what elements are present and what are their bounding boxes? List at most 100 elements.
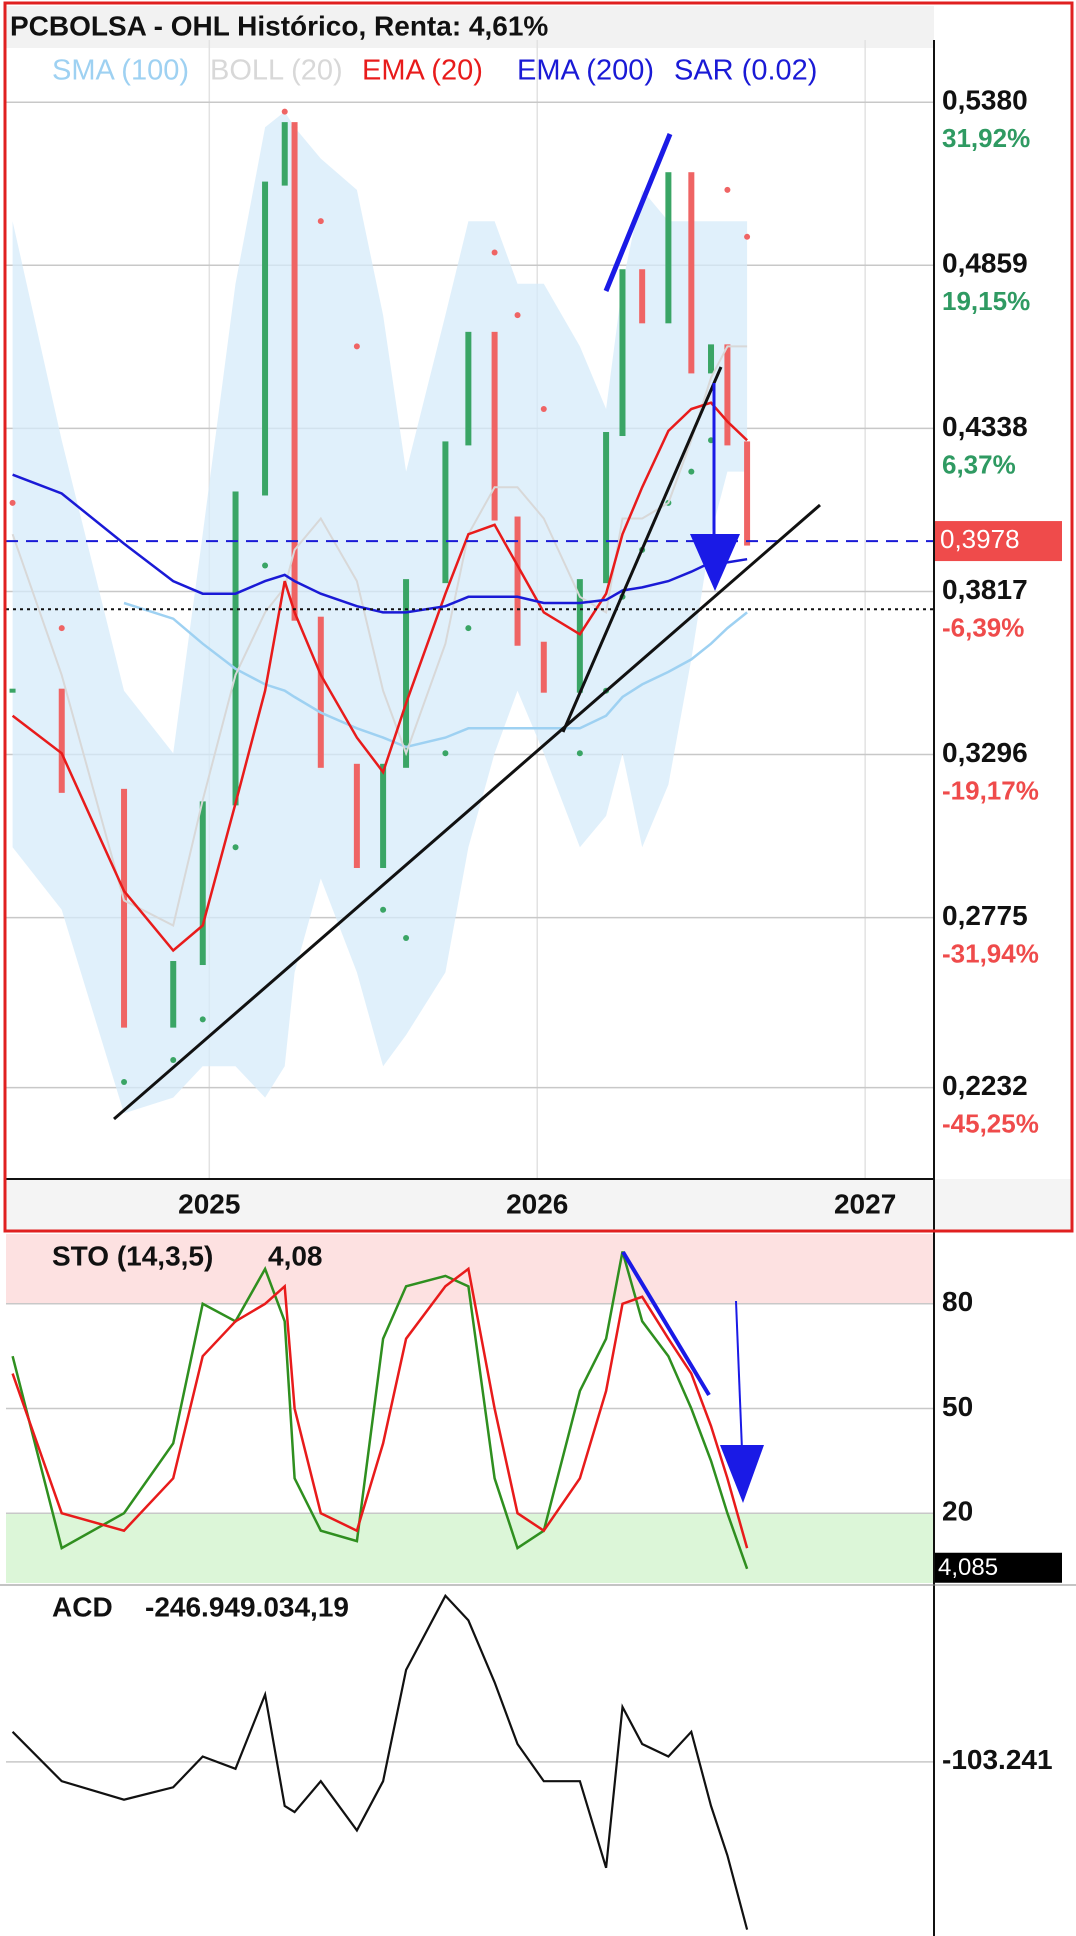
x-axis-band — [6, 1179, 1071, 1231]
return-label: -19,17% — [942, 775, 1039, 805]
price-bar — [514, 516, 521, 646]
sar-dot — [744, 233, 751, 240]
oscillator-line — [11, 1266, 749, 1549]
sar-dot — [317, 218, 324, 225]
y-tick-label: 80 — [942, 1286, 973, 1317]
indicator-line — [12, 473, 748, 614]
sar-dot — [232, 844, 239, 851]
chart-title: PCBOLSA - OHL Histórico, Renta: 4,61% — [10, 10, 548, 41]
x-tick-label: 2026 — [506, 1188, 568, 1219]
last-price-box — [934, 521, 1062, 562]
legend-entry: SAR (0.02) — [674, 55, 817, 87]
price-bar — [170, 961, 177, 1028]
title-band — [6, 6, 934, 48]
return-label: -6,39% — [942, 612, 1024, 642]
price-bar — [576, 579, 583, 693]
y-tick-label: -103.241 — [942, 1744, 1053, 1775]
panel-value: 4,08 — [268, 1240, 323, 1271]
price-bar — [465, 331, 472, 446]
legend-entry: BOLL (20) — [210, 55, 343, 87]
price-bar — [262, 181, 269, 496]
sar-dot — [262, 562, 269, 569]
panel-border — [3, 1, 1074, 1233]
oscillator-line — [11, 1251, 749, 1570]
panel-title: ACD — [52, 1591, 113, 1622]
x-tick-label: 2025 — [178, 1188, 240, 1219]
y-tick-label: 50 — [942, 1391, 973, 1422]
oversold-zone — [6, 1513, 934, 1583]
drawn-trendline — [603, 133, 673, 292]
sar-dot — [403, 934, 410, 941]
price-bar — [291, 122, 298, 621]
last-price-label: 0,3978 — [940, 524, 1020, 554]
return-label: 6,37% — [942, 449, 1016, 479]
sar-dot — [442, 750, 449, 757]
price-bar — [603, 432, 610, 584]
sar-dot — [576, 750, 583, 757]
price-bar — [442, 441, 449, 584]
plot-layer: 2025 2026 2027 0,5380 0,4859 0,4338 0,3817 0,32… — [6, 40, 1062, 1930]
price-bar — [744, 441, 751, 546]
y-tick-label: 0,4338 — [942, 411, 1028, 442]
sar-dot — [353, 343, 360, 350]
drawn-arrow-head — [720, 1445, 764, 1503]
price-bar — [491, 331, 498, 521]
price-bar — [540, 641, 547, 693]
price-bar — [9, 688, 16, 693]
annotations — [113, 133, 821, 1503]
sar-dot — [491, 249, 498, 256]
y-tick-label: 0,4859 — [942, 248, 1028, 279]
price-bar — [380, 763, 387, 868]
sar-dot — [514, 312, 521, 319]
price-bar — [665, 172, 672, 324]
price-bar — [403, 579, 410, 768]
legend-entry: EMA (20) — [362, 55, 483, 87]
sar-dot — [540, 405, 547, 412]
sar-dot — [281, 108, 288, 115]
return-label: 19,15% — [942, 286, 1030, 316]
price-bar — [199, 801, 206, 966]
indicator-line — [11, 1593, 749, 1930]
last-value-label: 4,085 — [938, 1554, 998, 1581]
sar-dot — [58, 625, 65, 632]
price-bar — [724, 344, 731, 446]
sar-dot — [688, 468, 695, 475]
price-bar — [58, 688, 65, 793]
sar-dot — [170, 1057, 177, 1064]
sar-dot — [465, 625, 472, 632]
return-label: -31,94% — [942, 939, 1039, 969]
price-bar — [688, 172, 695, 374]
legend-entry: SMA (100) — [52, 55, 189, 87]
panel-title: STO (14,3,5) — [52, 1240, 213, 1271]
return-label: -45,25% — [942, 1108, 1039, 1138]
y-tick-label: 0,2232 — [942, 1070, 1028, 1101]
sar-dot — [380, 906, 387, 913]
sar-dot — [121, 1078, 128, 1085]
last-value-box — [934, 1552, 1062, 1583]
y-tick-label: 0,3296 — [942, 737, 1028, 768]
y-tick-label: 0,2775 — [942, 900, 1028, 931]
return-label: 31,92% — [942, 123, 1030, 153]
price-bar — [121, 788, 128, 1028]
legend-entry: EMA (200) — [517, 55, 654, 87]
drawn-trendline — [561, 366, 723, 733]
price-bar — [639, 269, 646, 324]
price-bar — [281, 122, 288, 186]
price-bar — [708, 344, 715, 374]
drawn-arrow-head — [690, 534, 740, 591]
price-bar — [232, 491, 239, 806]
y-tick-label: 20 — [942, 1496, 973, 1527]
price-bar — [353, 763, 360, 868]
sar-dot — [9, 499, 16, 506]
sar-dot — [199, 1016, 206, 1023]
x-tick-label: 2027 — [834, 1188, 896, 1219]
price-bar — [619, 269, 626, 437]
drawn-trendline — [113, 503, 821, 1121]
drawn-arrow — [735, 1300, 743, 1451]
drawn-trendline — [621, 1250, 711, 1397]
y-tick-label: 0,3817 — [942, 574, 1028, 605]
indicator-line — [11, 401, 748, 953]
y-tick-label: 0,5380 — [942, 85, 1028, 116]
price-bar — [317, 616, 324, 768]
